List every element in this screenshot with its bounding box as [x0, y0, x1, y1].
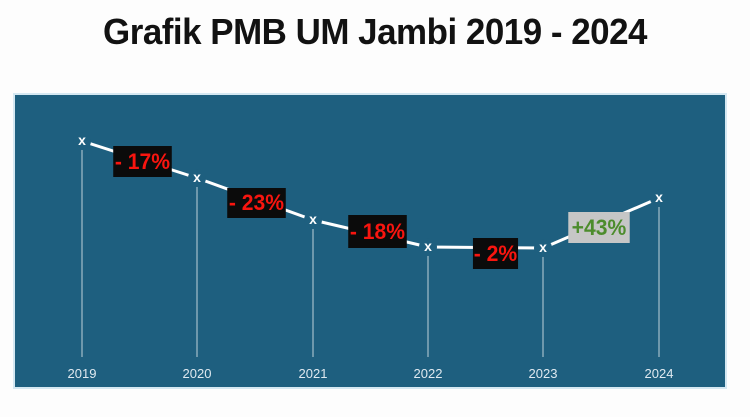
change-label-2023-2024: +43% [568, 212, 630, 243]
chart-panel: x x x x x x - 17% - 23% - 18% - 2% +43% … [13, 93, 727, 389]
x-axis-label-2022: 2022 [413, 366, 443, 381]
data-point-marker-2022: x [424, 238, 432, 254]
droplines [81, 141, 660, 357]
data-point-marker-2019: x [78, 132, 86, 148]
change-label-2021-2022: - 18% [348, 215, 407, 248]
change-label-2022-2023: - 2% [472, 238, 519, 269]
data-point-marker-2021: x [309, 211, 317, 227]
data-point-marker-2020: x [193, 169, 201, 185]
x-axis-label-2019: 2019 [67, 366, 97, 381]
x-axis-label-2023: 2023 [528, 366, 558, 381]
marker-halos [73, 132, 668, 257]
change-label-2019-2020: - 17% [113, 146, 172, 177]
x-axis-label-2024: 2024 [644, 366, 674, 381]
x-axis-label-2020: 2020 [182, 366, 212, 381]
data-point-marker-2024: x [655, 189, 663, 205]
change-label-2020-2021: - 23% [227, 188, 286, 218]
data-point-marker-2023: x [539, 239, 547, 255]
x-axis-label-2021: 2021 [298, 366, 328, 381]
page-title: Grafik PMB UM Jambi 2019 - 2024 [103, 11, 647, 52]
